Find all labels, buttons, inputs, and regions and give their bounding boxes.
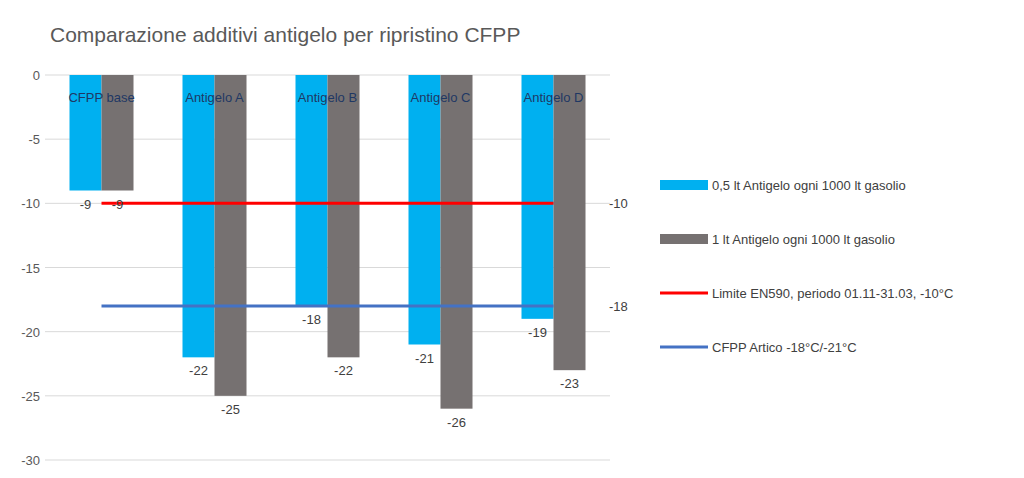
x-tick-label: Antigelo B bbox=[298, 90, 357, 105]
grid-line bbox=[45, 395, 610, 396]
bar bbox=[441, 75, 473, 409]
legend: 0,5 lt Antigelo ogni 1000 lt gasolio 1 lt… bbox=[660, 178, 953, 355]
bar bbox=[296, 75, 328, 306]
legend-swatch bbox=[660, 346, 708, 349]
line bbox=[102, 202, 554, 205]
y-tick-label: -30 bbox=[21, 453, 40, 468]
data-label: -18 bbox=[302, 312, 321, 327]
bar bbox=[409, 75, 441, 345]
data-label: -9 bbox=[112, 197, 124, 212]
legend-label: Limite EN590, periodo 01.11-31.03, -10°C bbox=[712, 286, 953, 301]
legend-label: 1 lt Antigelo ogni 1000 lt gasolio bbox=[712, 232, 895, 247]
data-label: -23 bbox=[560, 376, 579, 391]
labels: -9 -22 -18 -21 -19 -9 -25 -22 -26 -23 -10 -18 bbox=[80, 196, 628, 429]
y-tick-label: -10 bbox=[21, 196, 40, 211]
y-tick-label: 0 bbox=[33, 68, 40, 83]
legend-swatch bbox=[660, 292, 708, 295]
marks bbox=[70, 75, 586, 409]
bar bbox=[328, 75, 360, 357]
data-label: -9 bbox=[80, 197, 92, 212]
bar bbox=[183, 75, 215, 357]
y-tick-label: -25 bbox=[21, 389, 40, 404]
data-label: -26 bbox=[447, 415, 466, 430]
grid bbox=[45, 75, 610, 460]
y-tick-label: -15 bbox=[21, 261, 40, 276]
y-tick-label: -5 bbox=[28, 132, 40, 147]
x-tick-label: Antigelo D bbox=[524, 90, 584, 105]
background bbox=[0, 0, 1024, 478]
bar bbox=[215, 75, 247, 396]
x-tick-label: CFPP base bbox=[68, 90, 134, 105]
legend-swatch bbox=[660, 180, 708, 190]
x-tick-label: Antigelo C bbox=[411, 90, 471, 105]
bar bbox=[522, 75, 554, 319]
grid-line bbox=[45, 203, 610, 204]
line bbox=[102, 305, 554, 308]
data-label: -22 bbox=[334, 363, 353, 378]
data-label: -25 bbox=[221, 402, 240, 417]
data-label: -10 bbox=[609, 196, 628, 211]
title: Comparazione additivi antigelo per ripri… bbox=[50, 23, 520, 46]
data-label: -18 bbox=[609, 299, 628, 314]
page: {"chart_data": {"type": "bar", "title": … bbox=[0, 0, 1024, 478]
legend-label: CFPP Artico -18°C/-21°C bbox=[712, 340, 857, 355]
data-label: -21 bbox=[415, 351, 434, 366]
data-label: -19 bbox=[528, 325, 547, 340]
bar bbox=[554, 75, 586, 370]
data-label: -22 bbox=[189, 363, 208, 378]
grid-line bbox=[45, 460, 610, 461]
legend-label: 0,5 lt Antigelo ogni 1000 lt gasolio bbox=[712, 178, 906, 193]
chart: Comparazione additivi antigelo per ripri… bbox=[0, 0, 1024, 478]
y-tick-label: -20 bbox=[21, 325, 40, 340]
legend-swatch bbox=[660, 234, 708, 244]
x-tick-label: Antigelo A bbox=[185, 90, 244, 105]
